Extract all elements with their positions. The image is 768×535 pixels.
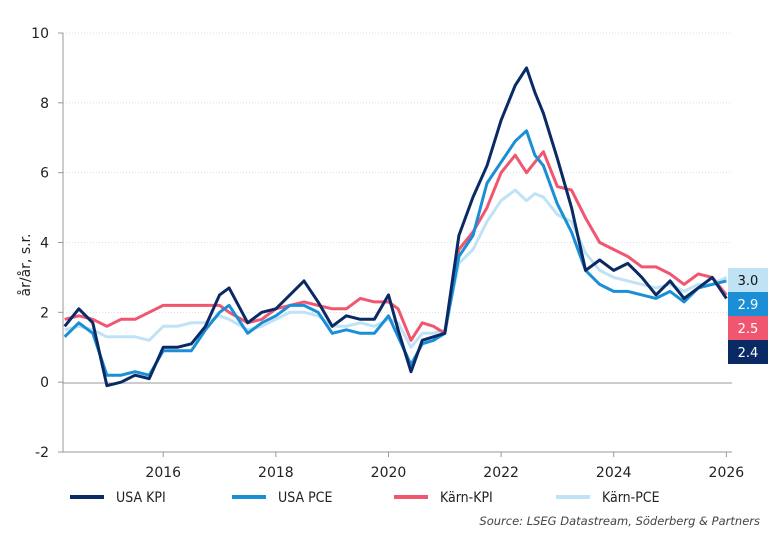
series-line-usa-kpi [63, 66, 728, 388]
end-value-label: 2.5 [738, 322, 759, 337]
source-note: Source: LSEG Datastream, Söderberg & Par… [479, 514, 760, 528]
end-value-label: 3.0 [738, 274, 759, 289]
series-line-usa-pce [63, 129, 727, 377]
end-label-box [728, 340, 768, 364]
legend-label: Kärn-KPI [440, 490, 493, 506]
x-tick-label: 2018 [258, 465, 294, 481]
y-tick-label: -2 [35, 445, 49, 461]
x-tick-label: 2016 [145, 465, 181, 481]
legend-label: USA PCE [278, 490, 332, 506]
end-label-box [728, 316, 768, 340]
legend-label: Kärn-PCE [602, 490, 660, 506]
y-tick-label: 2 [40, 305, 49, 321]
end-label-box [728, 292, 768, 316]
y-tick-label: 4 [40, 236, 49, 252]
legend-label: USA KPI [116, 490, 166, 506]
y-tick-label: 8 [40, 96, 49, 112]
end-value-label: 2.4 [738, 346, 759, 361]
series-line-k-rn-pce [64, 188, 728, 349]
y-tick-label: 6 [40, 166, 49, 182]
y-tick-label: 0 [40, 375, 49, 391]
x-tick-label: 2020 [371, 465, 407, 481]
y-tick-label: 10 [31, 26, 49, 42]
x-tick-label: 2022 [483, 465, 519, 481]
x-tick-label: 2026 [709, 465, 745, 481]
series-line-k-rn-kpi [64, 150, 728, 342]
y-axis-label: år/år, s.r. [17, 234, 34, 297]
end-label-box [728, 268, 768, 292]
x-tick-label: 2024 [596, 465, 632, 481]
end-value-label: 2.9 [738, 298, 759, 313]
